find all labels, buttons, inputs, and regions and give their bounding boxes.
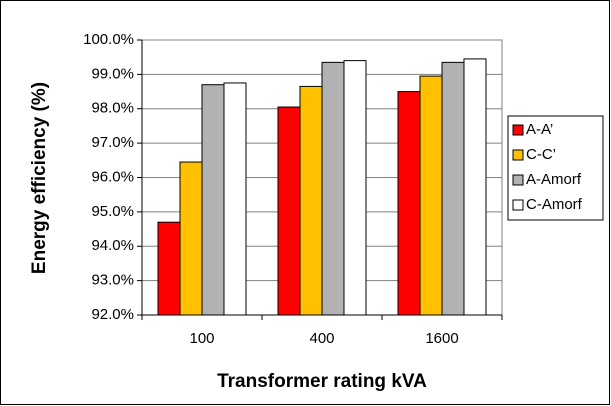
- y-tick-label: 92.0%: [91, 306, 134, 323]
- x-tick-label: 400: [309, 330, 334, 347]
- y-tick-label: 93.0%: [91, 272, 134, 289]
- legend-label: C-C’: [526, 146, 556, 163]
- y-tick-label: 95.0%: [91, 203, 134, 220]
- bar: [321, 61, 345, 316]
- legend-label: A-A’: [526, 121, 553, 138]
- bar: [179, 161, 203, 316]
- y-tick-label: 99.0%: [91, 65, 134, 82]
- legend-swatch: [512, 174, 524, 186]
- bar: [277, 106, 301, 316]
- y-tick-label: 96.0%: [91, 168, 134, 185]
- x-axis-title: Transformer rating kVA: [217, 371, 427, 392]
- legend-label: C-Amorf: [526, 196, 583, 213]
- legend-swatch: [512, 124, 524, 136]
- y-tick-label: 97.0%: [91, 134, 134, 151]
- bar: [201, 84, 225, 316]
- legend-swatch: [512, 199, 524, 211]
- bar: [397, 91, 421, 316]
- legend-label: A-Amorf: [526, 171, 582, 188]
- bar: [441, 61, 465, 316]
- y-tick-label: 100.0%: [83, 31, 134, 48]
- bar: [223, 82, 247, 316]
- bar: [299, 85, 323, 316]
- bar: [463, 58, 487, 316]
- y-tick-label: 98.0%: [91, 100, 134, 117]
- legend-box: [507, 115, 604, 221]
- bar: [157, 221, 181, 316]
- x-tick-label: 1600: [425, 330, 458, 347]
- y-axis-title: Energy efficiency (%): [29, 82, 50, 274]
- y-tick-label: 94.0%: [91, 237, 134, 254]
- bar: [343, 60, 367, 316]
- bar: [419, 75, 443, 316]
- x-tick-label: 100: [189, 330, 214, 347]
- legend-swatch: [512, 149, 524, 161]
